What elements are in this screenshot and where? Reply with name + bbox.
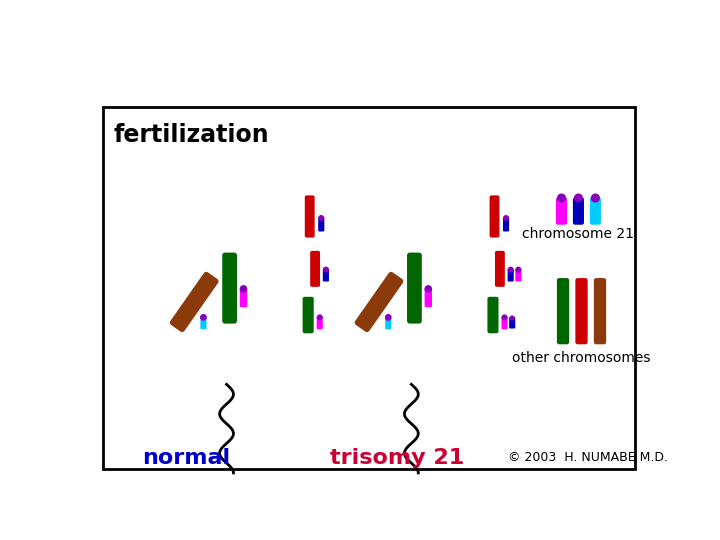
Circle shape — [240, 286, 246, 292]
FancyBboxPatch shape — [318, 217, 324, 232]
FancyBboxPatch shape — [487, 297, 498, 333]
FancyBboxPatch shape — [516, 268, 521, 281]
FancyBboxPatch shape — [501, 316, 508, 329]
FancyBboxPatch shape — [573, 198, 584, 225]
FancyBboxPatch shape — [594, 278, 606, 345]
FancyBboxPatch shape — [508, 268, 514, 281]
FancyBboxPatch shape — [310, 251, 320, 287]
FancyBboxPatch shape — [240, 287, 247, 307]
FancyBboxPatch shape — [425, 287, 432, 307]
Text: © 2003  H. NUMABE M.D.: © 2003 H. NUMABE M.D. — [508, 451, 667, 464]
FancyBboxPatch shape — [556, 198, 567, 225]
FancyBboxPatch shape — [490, 195, 500, 238]
FancyBboxPatch shape — [557, 278, 570, 345]
FancyBboxPatch shape — [302, 297, 314, 333]
FancyBboxPatch shape — [590, 198, 601, 225]
Circle shape — [426, 286, 431, 292]
FancyBboxPatch shape — [495, 251, 505, 287]
Circle shape — [558, 194, 565, 202]
FancyBboxPatch shape — [509, 317, 516, 328]
Circle shape — [201, 315, 206, 320]
Text: chromosome 21: chromosome 21 — [523, 226, 634, 240]
Circle shape — [508, 267, 513, 272]
FancyBboxPatch shape — [323, 268, 329, 281]
Circle shape — [510, 316, 514, 320]
FancyBboxPatch shape — [503, 217, 509, 232]
Circle shape — [504, 215, 508, 220]
FancyBboxPatch shape — [575, 278, 588, 345]
Circle shape — [323, 267, 328, 272]
FancyBboxPatch shape — [355, 272, 403, 332]
Circle shape — [575, 194, 582, 202]
Circle shape — [318, 315, 322, 320]
FancyBboxPatch shape — [200, 316, 207, 329]
Text: other chromosomes: other chromosomes — [512, 351, 651, 365]
FancyBboxPatch shape — [305, 195, 315, 238]
FancyBboxPatch shape — [317, 316, 323, 329]
Circle shape — [503, 315, 507, 320]
FancyBboxPatch shape — [407, 253, 422, 323]
Text: fertilization: fertilization — [113, 123, 269, 146]
Circle shape — [592, 194, 599, 202]
Circle shape — [319, 215, 323, 220]
Circle shape — [516, 267, 521, 272]
FancyBboxPatch shape — [170, 272, 219, 332]
Bar — [104, 107, 634, 469]
FancyBboxPatch shape — [385, 316, 392, 329]
FancyBboxPatch shape — [222, 253, 237, 323]
Text: trisomy 21: trisomy 21 — [330, 448, 464, 468]
Circle shape — [385, 315, 391, 320]
Text: normal: normal — [142, 448, 230, 468]
